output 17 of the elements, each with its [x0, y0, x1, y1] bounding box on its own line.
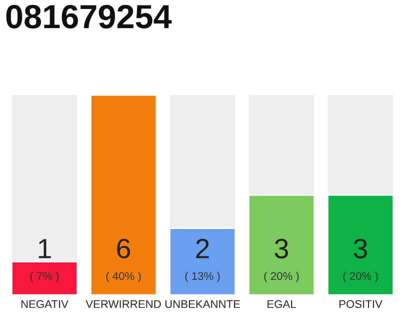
annotation: ( 20% )	[343, 272, 378, 282]
chart-title: 081679254	[6, 4, 172, 28]
bar	[11, 260, 78, 295]
x-tick-label: UNBEKANNTE	[165, 300, 240, 308]
data-label: 6	[117, 238, 130, 258]
data-label: 1	[38, 239, 51, 258]
annotation: ( 20% )	[264, 272, 299, 282]
x-tick-label: NEGATIV	[21, 300, 68, 308]
data-label: 3	[274, 238, 288, 258]
data-label: 3	[354, 238, 368, 258]
annotation: ( 13% )	[185, 272, 220, 282]
annotation: ( 40% )	[106, 272, 141, 282]
annotation: ( 7% )	[30, 272, 59, 282]
x-tick-label: VERWIRREND	[86, 300, 161, 308]
x-tick-label: POSITIV	[339, 300, 382, 308]
data-label: 2	[196, 238, 209, 258]
x-tick-label: EGAL	[268, 300, 296, 308]
